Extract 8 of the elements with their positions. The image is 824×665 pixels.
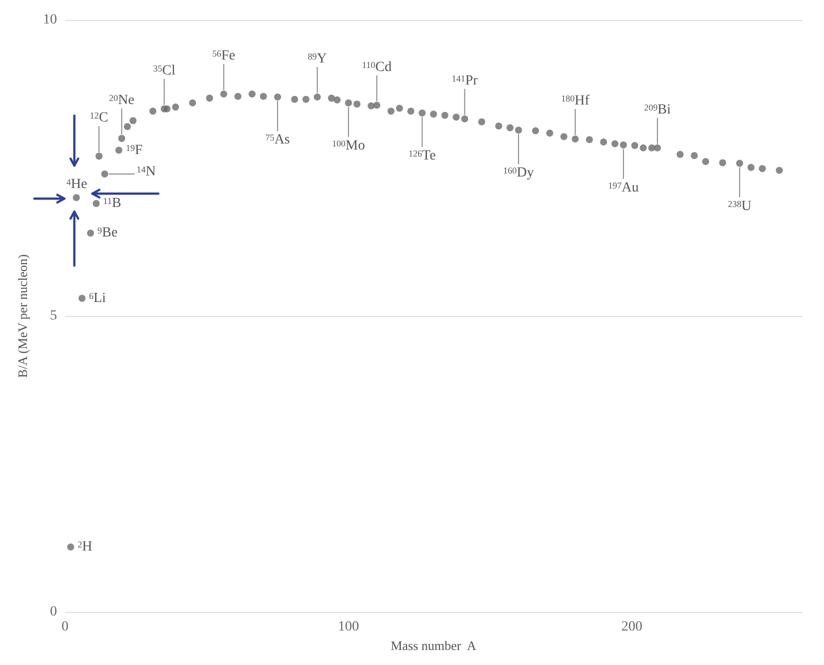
x-tick-label: 100	[338, 620, 359, 635]
y-tick-label: 0	[50, 604, 57, 620]
x-axis-title: Mass number A	[390, 638, 477, 653]
y-axis-title: B/A (MeV per nucleon)	[15, 254, 30, 378]
x-tick-label: 200	[621, 620, 642, 635]
x-tick-label: 0	[62, 620, 68, 635]
y-tick-label: 5	[50, 308, 57, 324]
y-tick-label: 10	[43, 12, 57, 28]
